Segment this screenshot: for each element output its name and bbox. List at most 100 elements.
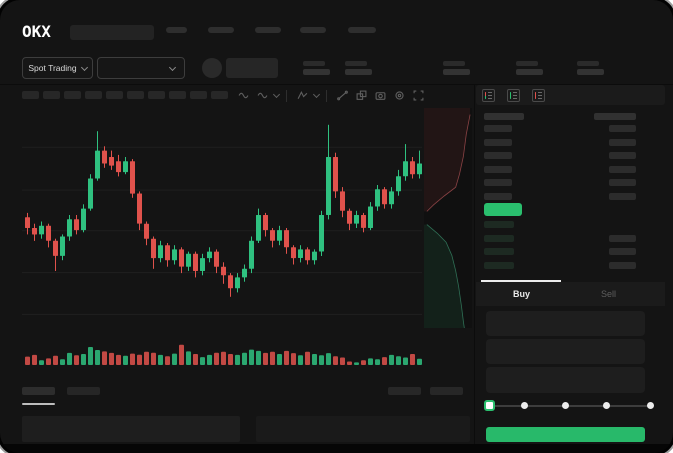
indicators-icon[interactable] bbox=[295, 88, 309, 102]
nav-item[interactable] bbox=[255, 27, 281, 33]
buy-button[interactable] bbox=[486, 427, 645, 442]
last-price-badge[interactable] bbox=[484, 203, 522, 216]
toolbar-pill[interactable] bbox=[148, 91, 165, 99]
book-asks-only-icon[interactable] bbox=[532, 89, 545, 102]
stat-block bbox=[516, 59, 544, 77]
toolbar-pill[interactable] bbox=[43, 91, 60, 99]
bid-amount-placeholder bbox=[609, 261, 636, 269]
stat-block bbox=[303, 59, 331, 77]
book-icon-color-column bbox=[510, 92, 511, 99]
chevron-down-icon bbox=[168, 63, 177, 71]
order-book-header bbox=[476, 85, 665, 105]
nav-item[interactable] bbox=[208, 27, 234, 33]
candlestick-chart[interactable] bbox=[22, 112, 422, 332]
order-book-ask-row[interactable] bbox=[476, 192, 665, 203]
slider-stop-dot[interactable] bbox=[647, 402, 654, 409]
ask-amount-placeholder bbox=[609, 192, 636, 200]
toolbar-pill[interactable] bbox=[190, 91, 207, 99]
toolbar-pill[interactable] bbox=[127, 91, 144, 99]
book-icon-lines bbox=[538, 92, 542, 99]
ask-price-placeholder bbox=[484, 125, 512, 132]
order-book-bid-row[interactable] bbox=[476, 248, 665, 258]
book-bids-only-icon[interactable] bbox=[507, 89, 520, 102]
toolbar-pill[interactable] bbox=[211, 91, 228, 99]
stat-label-placeholder bbox=[303, 61, 325, 66]
slider-track bbox=[491, 405, 653, 407]
trade-input-field[interactable] bbox=[486, 367, 645, 393]
stat-block bbox=[577, 59, 605, 77]
toolbar-pill[interactable] bbox=[106, 91, 123, 99]
depth-chart[interactable] bbox=[424, 108, 472, 328]
trade-input-field[interactable] bbox=[486, 339, 645, 364]
toolbar-pill[interactable] bbox=[85, 91, 102, 99]
ask-amount-placeholder bbox=[609, 125, 636, 132]
ask-price-placeholder bbox=[484, 165, 512, 173]
nav-item[interactable] bbox=[300, 27, 326, 33]
toolbar-divider bbox=[286, 90, 287, 102]
bid-price-placeholder bbox=[484, 221, 514, 228]
active-tab-indicator bbox=[481, 280, 561, 282]
bottom-action[interactable] bbox=[430, 387, 463, 395]
stat-label-placeholder bbox=[516, 61, 538, 66]
market-type-selector[interactable]: Spot Trading bbox=[22, 57, 93, 79]
order-book-ask-row[interactable] bbox=[476, 125, 665, 135]
ask-price-placeholder bbox=[484, 152, 512, 159]
bid-amount-placeholder bbox=[609, 234, 636, 242]
stat-value-placeholder bbox=[443, 69, 470, 75]
amount-slider[interactable] bbox=[483, 399, 658, 413]
order-book-ask-row[interactable] bbox=[476, 165, 665, 176]
toolbar-pill[interactable] bbox=[169, 91, 186, 99]
order-book-bid-row[interactable] bbox=[476, 221, 665, 231]
stat-label-placeholder bbox=[443, 61, 465, 66]
toolbar-pill[interactable] bbox=[22, 91, 39, 99]
ask-price-placeholder bbox=[484, 192, 512, 200]
tab-sell[interactable]: Sell bbox=[565, 283, 652, 305]
stat-label-placeholder bbox=[345, 61, 367, 66]
pair-selector[interactable] bbox=[97, 57, 185, 79]
ask-price-placeholder bbox=[484, 138, 512, 146]
slider-stop-dot[interactable] bbox=[603, 402, 610, 409]
bid-price-placeholder bbox=[484, 261, 514, 269]
token-avatar[interactable] bbox=[202, 58, 222, 78]
book-both-sides-icon[interactable] bbox=[482, 89, 495, 102]
interval-icon[interactable] bbox=[236, 88, 250, 102]
stat-value-placeholder bbox=[516, 69, 543, 75]
slider-handle[interactable] bbox=[484, 400, 495, 411]
order-book-ask-row[interactable] bbox=[476, 152, 665, 162]
volume-chart[interactable] bbox=[22, 343, 422, 365]
toolbar-pill[interactable] bbox=[64, 91, 81, 99]
divider bbox=[0, 84, 673, 85]
trade-input-field[interactable] bbox=[486, 311, 645, 336]
ask-amount-placeholder bbox=[609, 165, 636, 173]
volume-svg bbox=[25, 344, 422, 365]
order-book-ask-row[interactable] bbox=[476, 138, 665, 149]
sell-tab-label: Sell bbox=[600, 289, 616, 299]
slider-stop-dot[interactable] bbox=[562, 402, 569, 409]
candlestick-svg bbox=[22, 124, 422, 315]
okx-logo[interactable]: OKX bbox=[22, 22, 51, 41]
order-book-bid-row[interactable] bbox=[476, 261, 665, 272]
header-placeholder bbox=[70, 25, 154, 40]
bottom-tab[interactable] bbox=[67, 387, 100, 395]
chevron-down-icon bbox=[80, 63, 88, 71]
book-icon-color-column bbox=[485, 92, 486, 99]
line-tool-icon[interactable] bbox=[335, 88, 349, 102]
candle-style-icon[interactable] bbox=[255, 88, 269, 102]
bid-price-placeholder bbox=[484, 248, 514, 255]
top-nav: OKX bbox=[0, 0, 673, 48]
compare-icon[interactable] bbox=[354, 88, 368, 102]
bottom-action[interactable] bbox=[388, 387, 421, 395]
slider-stop-dot[interactable] bbox=[521, 402, 528, 409]
order-book-bid-row[interactable] bbox=[476, 234, 665, 245]
nav-item[interactable] bbox=[348, 27, 376, 33]
tab-buy[interactable]: Buy bbox=[478, 283, 565, 305]
snapshot-icon[interactable] bbox=[373, 88, 387, 102]
order-book-ask-row[interactable] bbox=[476, 179, 665, 189]
chevron-down-icon bbox=[272, 90, 281, 99]
active-tab-underline bbox=[22, 403, 55, 405]
nav-item[interactable] bbox=[166, 27, 187, 33]
fullscreen-icon[interactable] bbox=[411, 88, 425, 102]
bottom-tab-active[interactable] bbox=[22, 387, 55, 395]
settings-icon[interactable] bbox=[392, 88, 406, 102]
price-placeholder bbox=[226, 58, 278, 78]
